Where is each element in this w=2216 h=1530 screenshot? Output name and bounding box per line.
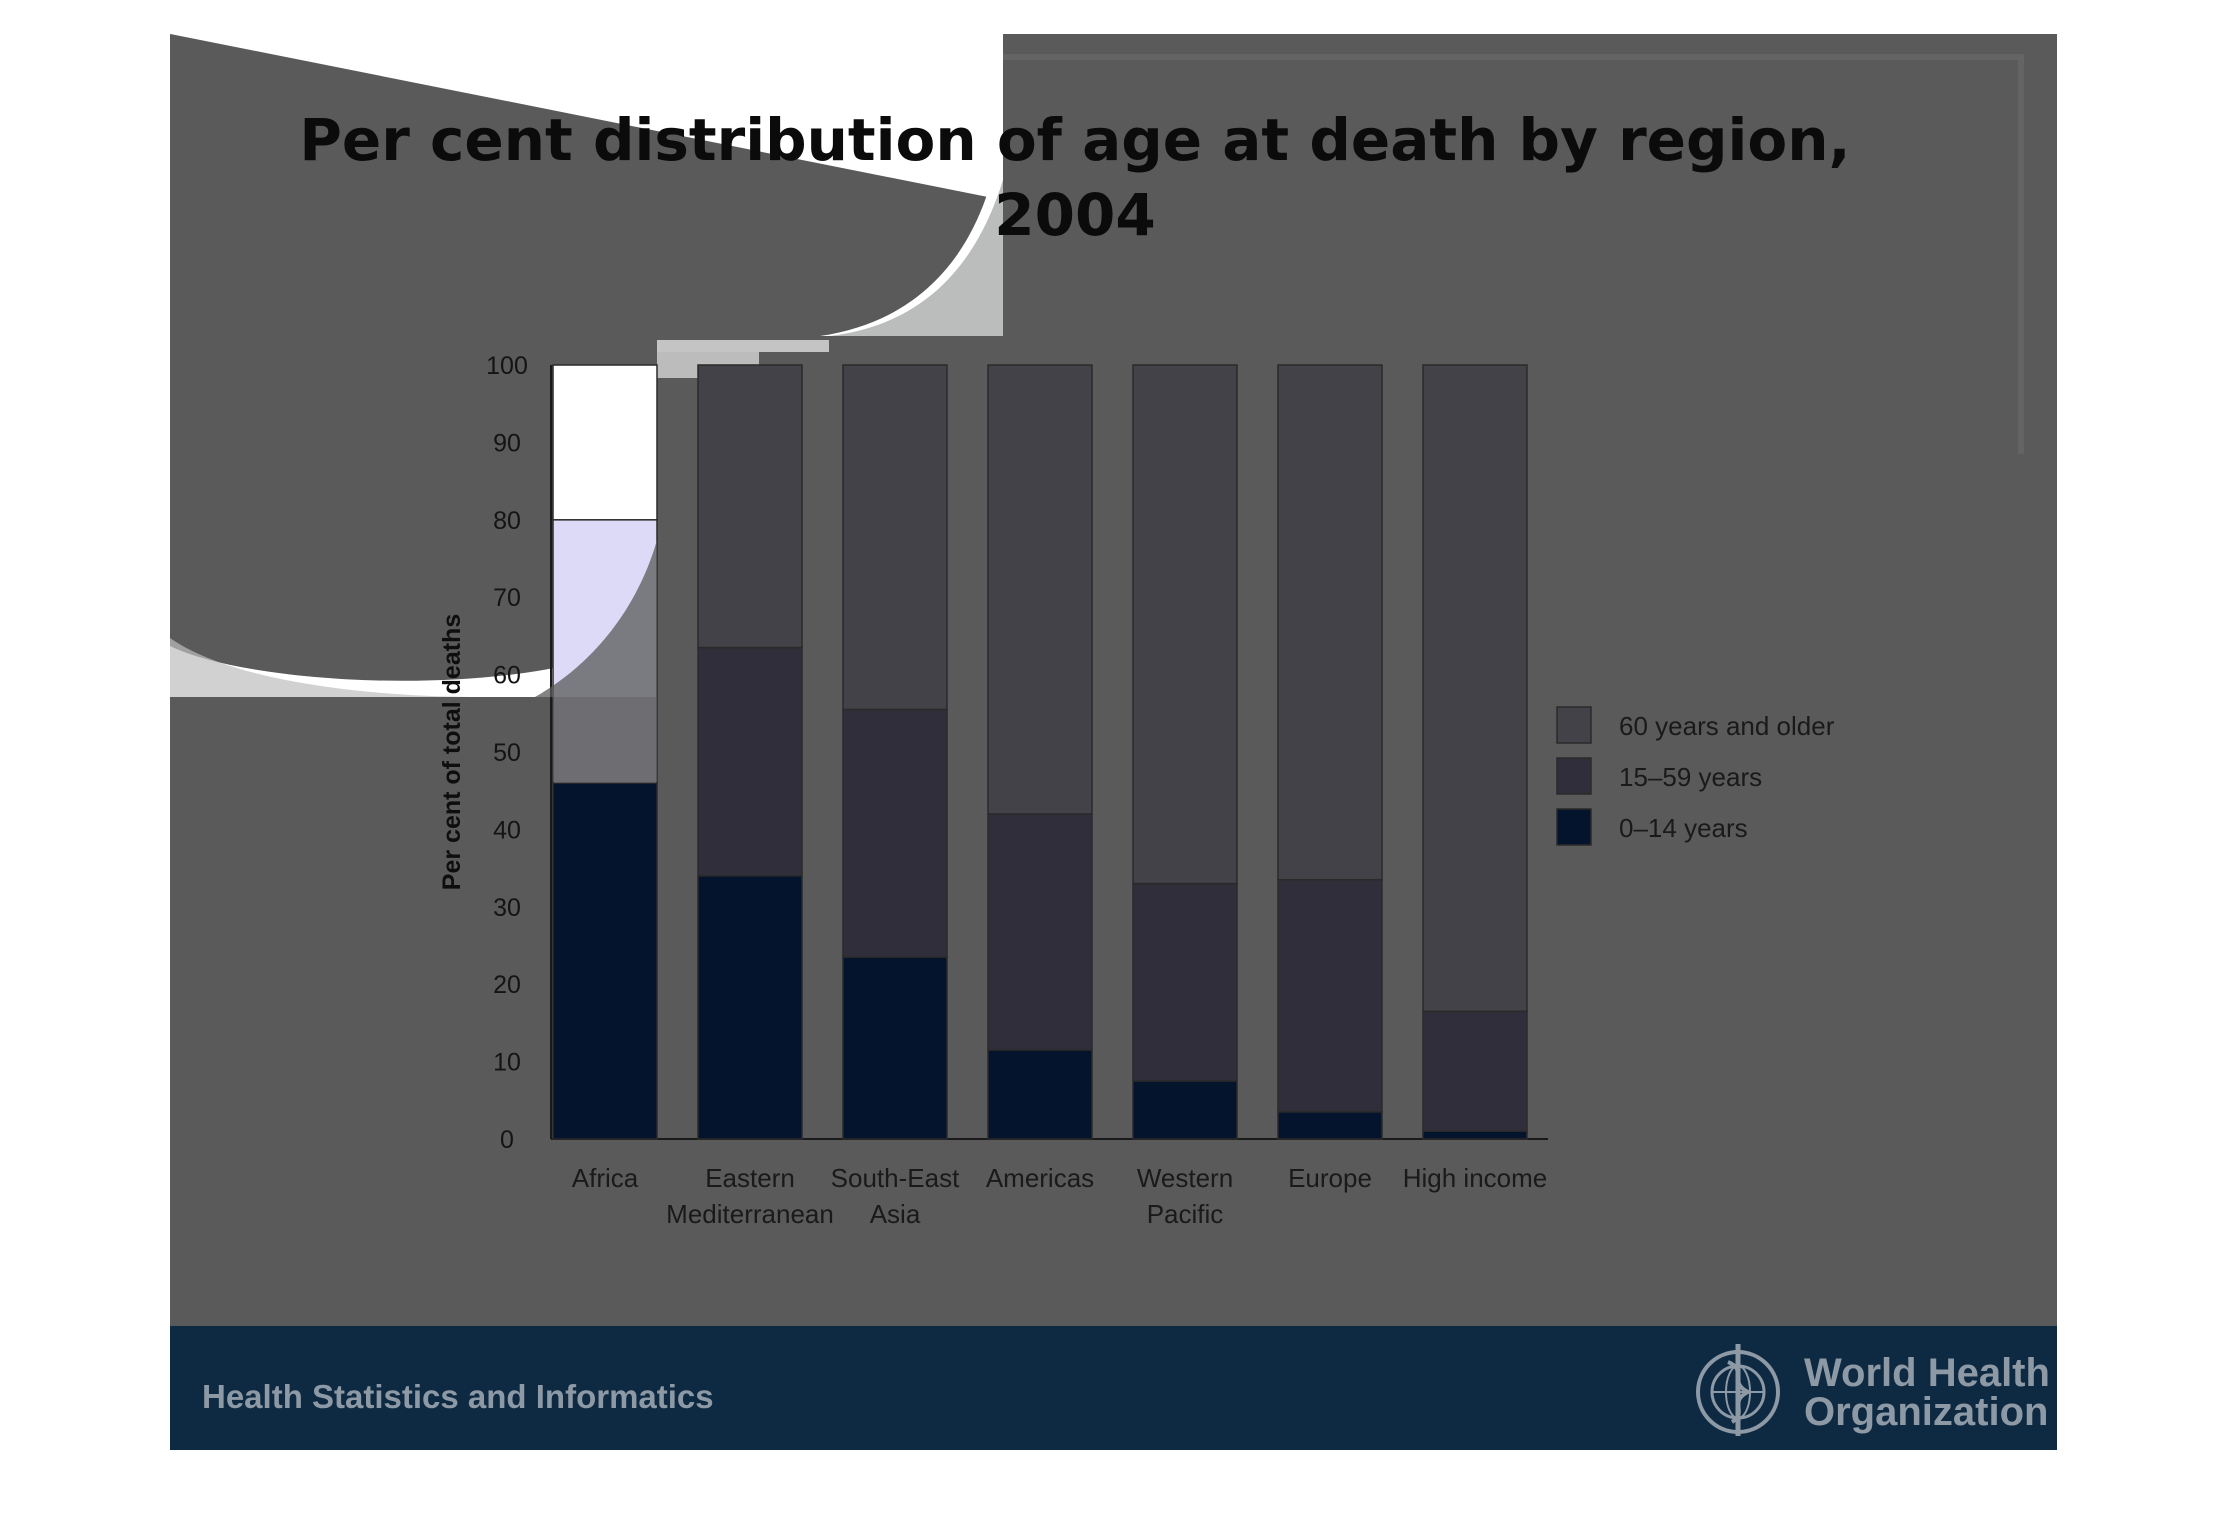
- y-tick-label: 10: [493, 1049, 521, 1077]
- grey-arc-left: [170, 638, 470, 697]
- legend-swatch: [1556, 757, 1592, 795]
- bar-segment-0-14: [1422, 1130, 1528, 1140]
- y-tick-label: 100: [486, 352, 528, 380]
- bar-segment-15-59: [1277, 878, 1383, 1113]
- panel-frame: [1003, 54, 2024, 60]
- grey-arc-edge: [830, 180, 1003, 336]
- bar-segment-15-59: [987, 813, 1093, 1051]
- legend-label: 15–59 years: [1619, 762, 1762, 792]
- y-tick-label: 60: [493, 662, 521, 690]
- legend-swatch: [1556, 706, 1592, 744]
- legend-label: 0–14 years: [1619, 813, 1748, 843]
- y-tick-label: 40: [493, 816, 521, 844]
- footer-text: Health Statistics and Informatics: [202, 1378, 714, 1415]
- bar-segment-15-59: [842, 708, 948, 958]
- legend-swatch: [1556, 808, 1592, 846]
- y-axis-label: Per cent of total deaths: [438, 614, 466, 890]
- legend-label: 60 years and older: [1619, 711, 1835, 741]
- bar-segment-0-14: [697, 875, 803, 1140]
- category-label: High income: [1403, 1163, 1548, 1193]
- category-label: South-East: [831, 1163, 960, 1193]
- bar-segment-60-plus: [697, 364, 803, 649]
- category-label: Americas: [986, 1163, 1094, 1193]
- category-label: Asia: [870, 1199, 921, 1229]
- panel-frame-right: [2018, 54, 2024, 454]
- bar-segment-0-14: [987, 1049, 1093, 1140]
- panel-overlap-arc: [535, 540, 657, 697]
- y-tick-label: 50: [493, 739, 521, 767]
- bar-segment-15-59: [1132, 882, 1238, 1082]
- panel-overlap-shade: [554, 697, 656, 783]
- y-tick-label: 30: [493, 894, 521, 922]
- category-label: Western: [1137, 1163, 1233, 1193]
- bar-segment-0-14: [1132, 1080, 1238, 1140]
- bar-segment-60-plus: [987, 364, 1093, 815]
- bars: [535, 364, 1528, 1140]
- bar-segment-15-59: [697, 646, 803, 877]
- who-name-line2: Organization: [1804, 1390, 2048, 1434]
- category-label: Europe: [1288, 1163, 1372, 1193]
- bar-segment-0-14: [1277, 1111, 1383, 1140]
- bar-segment-60-plus: [1277, 364, 1383, 881]
- legend: 60 years and older 15–59 years 0–14 years: [1556, 706, 1835, 846]
- white-reveal-area: [0, 0, 1003, 336]
- who-name-line1: World Health: [1804, 1351, 2050, 1395]
- chart-title-line2: 2004: [994, 181, 1155, 249]
- category-label: Africa: [572, 1163, 639, 1193]
- y-tick-label: 80: [493, 507, 521, 535]
- y-tick-label: 70: [493, 584, 521, 612]
- bar-segment-15-59: [1422, 1010, 1528, 1133]
- bar-segment-60-plus: [1132, 364, 1238, 885]
- chart-title-line1: Per cent distribution of age at death by…: [299, 106, 1850, 174]
- y-tick-label: 20: [493, 971, 521, 999]
- category-label: Eastern: [705, 1163, 795, 1193]
- y-tick-label: 90: [493, 429, 521, 457]
- bar-segment-60-plus: [552, 364, 658, 521]
- artifact-strip: [657, 340, 829, 352]
- category-labels: Africa Eastern Mediterranean South-East Asia…: [572, 1163, 1547, 1229]
- y-tick-label: 0: [500, 1126, 514, 1154]
- bar-segment-0-14: [552, 782, 658, 1140]
- category-label: Mediterranean: [666, 1199, 834, 1229]
- bar-segment-60-plus: [842, 364, 948, 711]
- bar-segment-0-14: [842, 956, 948, 1140]
- background-panel: [170, 34, 2057, 1450]
- bar-segment-60-plus: [1422, 364, 1528, 1013]
- who-emblem-icon: [1696, 1344, 1780, 1436]
- category-label: Pacific: [1147, 1199, 1224, 1229]
- y-ticks: 0 10 20 30 40 50 60 70 80 90 100: [486, 352, 528, 1154]
